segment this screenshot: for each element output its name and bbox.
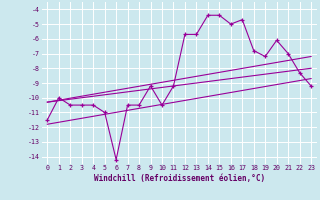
X-axis label: Windchill (Refroidissement éolien,°C): Windchill (Refroidissement éolien,°C)	[94, 174, 265, 183]
